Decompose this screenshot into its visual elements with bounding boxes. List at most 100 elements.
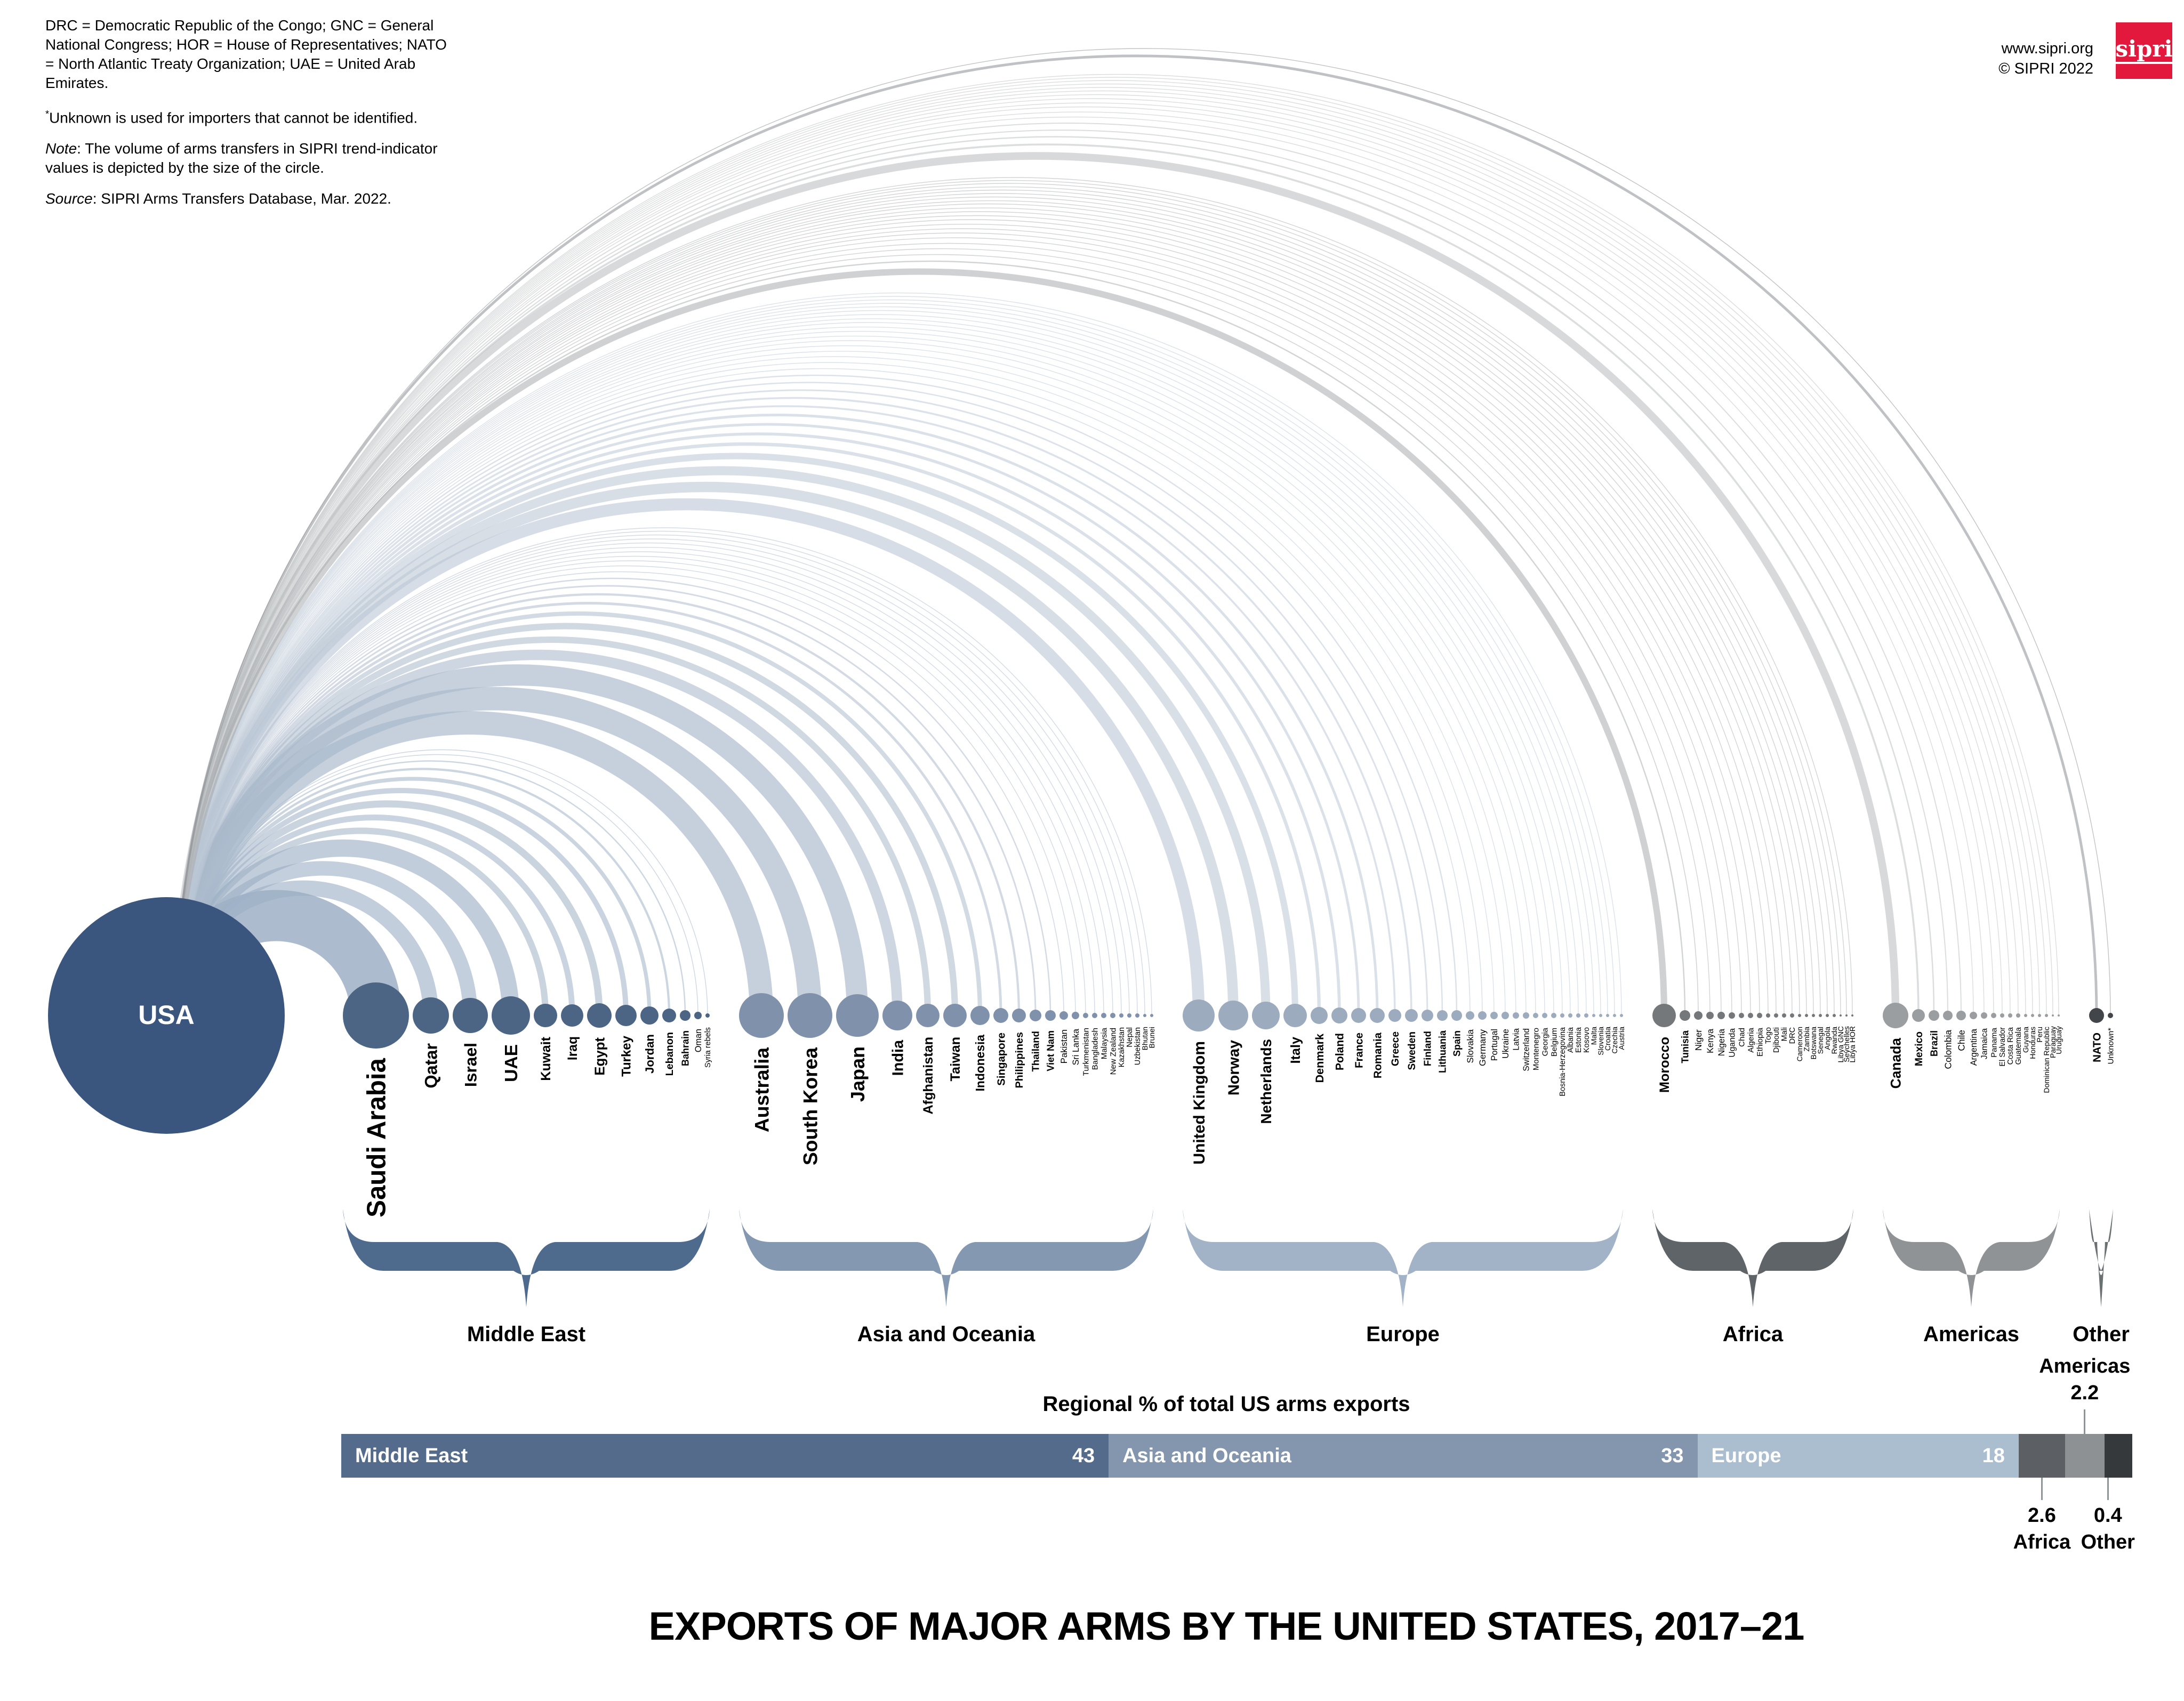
country-label-guatemala: Guatemala	[2014, 1027, 2023, 1065]
country-circle-unknown	[2108, 1013, 2113, 1018]
arc-pakistan	[175, 571, 1064, 1016]
country-circle-croatia	[1606, 1014, 1609, 1017]
arc-algeria	[175, 228, 1751, 1016]
country-circle-bhutan	[1143, 1014, 1146, 1017]
bar-segment-other	[2104, 1434, 2132, 1478]
region-brace-americas	[1883, 1209, 2060, 1307]
country-label-latvia: Latvia	[1512, 1028, 1521, 1051]
country-label-austria: Austria	[1617, 1027, 1626, 1050]
country-circle-cameroon	[1798, 1014, 1801, 1017]
arc-thailand	[175, 585, 1037, 1016]
country-circle-france	[1351, 1008, 1366, 1023]
region-brace-middle-east	[343, 1209, 710, 1307]
country-circle-algeria	[1748, 1013, 1753, 1018]
country-circle-tunisia	[1680, 1010, 1690, 1021]
bar-segment-americas	[2065, 1434, 2105, 1478]
country-label-el-salvador: El Salvador	[1998, 1027, 2007, 1067]
country-circle-spain	[1451, 1010, 1462, 1021]
country-label-japan: Japan	[847, 1046, 869, 1102]
arc-senegal	[175, 193, 1821, 1016]
arc-switzerland	[175, 340, 1527, 1016]
notes-block: DRC = Democratic Republic of the Congo; …	[45, 16, 451, 220]
country-circle-kosovo	[1584, 1013, 1588, 1018]
country-label-paraguay: Paraguay	[2049, 1026, 2057, 1058]
arc-togo	[175, 219, 1769, 1016]
country-circle-angola	[1826, 1014, 1829, 1017]
country-circle-belgium	[1551, 1013, 1556, 1018]
country-label-estonia: Estonia	[1575, 1027, 1583, 1053]
region-brace-africa	[1652, 1209, 1853, 1307]
country-label-bangladesh: Bangladesh	[1090, 1028, 1099, 1070]
arc-romania	[174, 414, 1379, 1016]
country-circle-djibouti	[1774, 1013, 1778, 1018]
arc-costa-rica	[175, 98, 2011, 1016]
country-circle-united-kingdom	[1183, 999, 1215, 1031]
country-circle-togo	[1766, 1013, 1770, 1018]
arc-morocco	[172, 268, 1668, 1016]
country-label-drc: DRC	[1788, 1027, 1797, 1044]
arc-croatia	[175, 299, 1608, 1016]
bar-segment-label: Middle East	[355, 1444, 468, 1467]
arc-niger	[175, 254, 1699, 1016]
country-label-angola: Angola	[1823, 1027, 1832, 1050]
note-source: Source: SIPRI Arms Transfers Database, M…	[45, 190, 391, 207]
country-circle-drc	[1790, 1013, 1794, 1018]
country-label-turkey: Turkey	[620, 1035, 634, 1077]
country-label-niger: Niger	[1693, 1029, 1704, 1051]
country-circle-costa-rica	[2008, 1013, 2012, 1018]
callout-line-other	[2107, 1478, 2109, 1500]
country-circle-montenegro	[1533, 1013, 1538, 1018]
arc-viet-nam	[175, 577, 1051, 1016]
arc-austria	[175, 292, 1622, 1016]
arc-finland	[175, 389, 1428, 1016]
country-label-slovakia: Slovakia	[1465, 1029, 1475, 1063]
arc-honduras	[175, 87, 2033, 1016]
bar-segment-asia-and-oceania: Asia and Oceania 33	[1109, 1434, 1698, 1478]
country-circle-philippines	[1012, 1009, 1026, 1022]
country-label-nato: NATO	[2091, 1033, 2103, 1062]
country-label-romania: Romania	[1372, 1032, 1384, 1078]
arc-chile	[175, 123, 1962, 1016]
country-label-oman: Oman	[694, 1029, 703, 1052]
country-label-morocco: Morocco	[1657, 1037, 1672, 1093]
country-label-seychelles: Seychelles	[1842, 1026, 1851, 1062]
country-label-jamaica: Jamaica	[1980, 1028, 1989, 1059]
usa-label: USA	[138, 1000, 195, 1030]
country-circle-israel	[453, 998, 488, 1033]
bar-segment-value: 43	[1072, 1444, 1095, 1467]
arc-panama	[175, 106, 1994, 1016]
arc-unknown	[175, 48, 2111, 1016]
arc-brazil	[175, 136, 1935, 1016]
country-label-indonesia: Indonesia	[973, 1035, 987, 1092]
country-circle-mali	[1782, 1013, 1786, 1018]
sipri-logo: sipri	[2115, 22, 2173, 79]
country-label-finland: Finland	[1422, 1031, 1433, 1066]
arc-kosovo	[175, 310, 1587, 1016]
region-label-asia-and-oceania: Asia and Oceania	[857, 1323, 1035, 1346]
country-circle-egypt	[587, 1003, 612, 1028]
country-label-united-kingdom: United Kingdom	[1191, 1041, 1208, 1165]
arc-ethiopia	[175, 223, 1760, 1016]
country-label-malaysia: Malaysia	[1099, 1027, 1109, 1059]
country-circle-uruguay	[2058, 1014, 2060, 1017]
country-label-uganda: Uganda	[1728, 1028, 1737, 1058]
arc-estonia	[175, 314, 1579, 1016]
country-circle-saudi-arabia	[343, 982, 409, 1049]
country-label-kazakhstan: Kazakhstan	[1118, 1027, 1126, 1067]
arc-jamaica	[175, 111, 1985, 1016]
bar-segment-value: 33	[1661, 1444, 1684, 1467]
country-circle-viet-nam	[1045, 1010, 1056, 1021]
country-label-sri-lanka: Sri Lanka	[1071, 1029, 1081, 1065]
country-label-italy: Italy	[1288, 1037, 1303, 1063]
country-label-tunisia: Tunisia	[1680, 1030, 1691, 1063]
country-circle-denmark	[1311, 1007, 1328, 1024]
country-circle-finland	[1422, 1010, 1433, 1021]
country-label-chad: Chad	[1737, 1028, 1746, 1047]
country-label-afghanistan: Afghanistan	[921, 1037, 936, 1115]
country-label-malta: Malta	[1589, 1027, 1598, 1045]
arc-zambia	[175, 200, 1807, 1016]
country-circle-canada	[1883, 1003, 1908, 1028]
arc-libya-gnc	[175, 183, 1841, 1016]
